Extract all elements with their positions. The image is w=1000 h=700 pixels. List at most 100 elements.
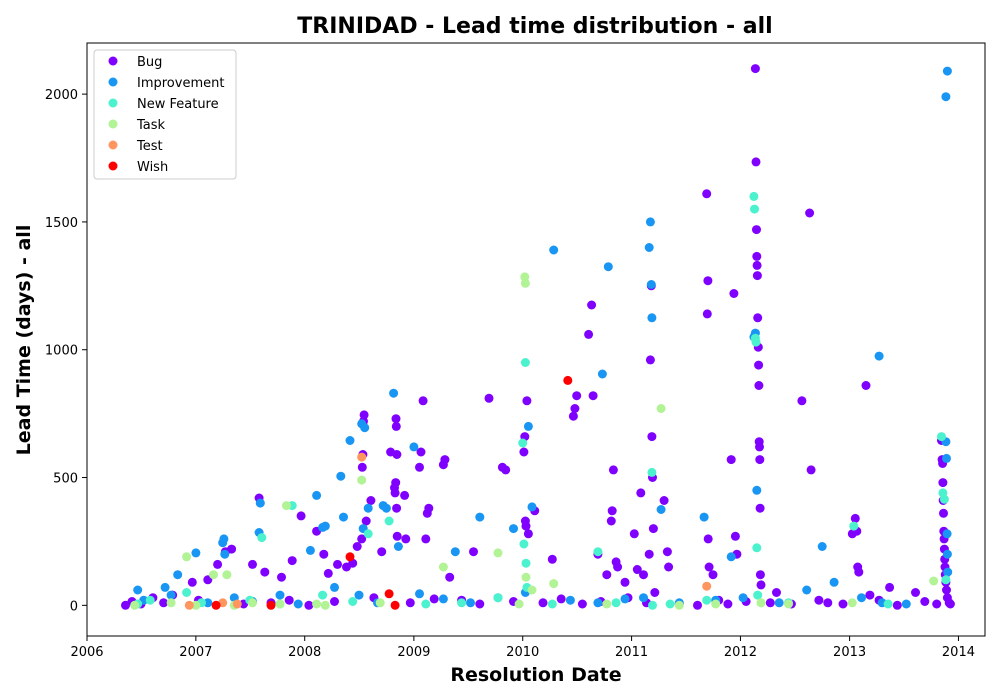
data-point (639, 570, 648, 580)
data-point (381, 503, 391, 513)
data-point (942, 549, 952, 559)
x-tick-label: 2014 (942, 645, 975, 660)
data-point (587, 300, 597, 310)
data-point (220, 549, 230, 559)
data-point (392, 450, 402, 459)
data-point (400, 490, 410, 500)
data-point (296, 511, 306, 521)
data-point (375, 598, 385, 608)
data-point (424, 503, 434, 513)
data-point (702, 595, 712, 605)
data-point (409, 442, 419, 452)
data-point (854, 567, 864, 577)
data-point (702, 189, 712, 199)
data-point (753, 590, 763, 600)
x-tick-label: 2008 (288, 645, 321, 660)
data-point (438, 594, 448, 604)
data-point (577, 599, 587, 609)
data-point (644, 243, 654, 252)
x-tick-label: 2010 (506, 645, 539, 660)
data-point (416, 447, 426, 457)
data-point (645, 217, 655, 227)
data-point (704, 562, 714, 572)
data-point (563, 375, 573, 385)
data-point (639, 593, 648, 603)
data-point (817, 542, 827, 551)
points-layer (121, 64, 955, 610)
data-point (756, 580, 766, 590)
data-point (339, 512, 348, 522)
data-point (160, 582, 170, 592)
data-point (333, 559, 342, 569)
data-point (440, 455, 450, 465)
data-point (942, 529, 952, 539)
data-point (647, 313, 657, 323)
x-axis-ticks: 2006 2007 2008 2009 2010 2011 2012 2013 2014 (70, 636, 975, 660)
data-point (755, 455, 765, 465)
data-point (765, 598, 775, 608)
data-point (219, 534, 229, 544)
data-point (699, 512, 709, 522)
data-point (572, 391, 582, 401)
data-point (121, 600, 130, 610)
data-point (603, 262, 613, 272)
legend-marker (108, 119, 118, 129)
data-point (354, 590, 364, 600)
data-point (320, 600, 330, 610)
data-point (357, 452, 367, 462)
data-point (751, 337, 761, 347)
data-point (755, 442, 764, 452)
data-point (568, 411, 578, 421)
data-point (755, 503, 765, 513)
data-point (738, 593, 748, 603)
data-point (929, 576, 939, 586)
data-point (323, 568, 333, 578)
data-point (753, 313, 763, 323)
data-point (711, 599, 721, 609)
data-point (348, 597, 358, 606)
data-point (438, 562, 448, 572)
data-point (213, 559, 223, 569)
data-point (656, 505, 666, 514)
data-point (647, 432, 657, 442)
data-point (366, 496, 376, 505)
data-point (756, 598, 766, 608)
data-point (549, 245, 559, 255)
data-point (391, 414, 401, 424)
data-point (754, 381, 764, 390)
data-point (797, 396, 807, 406)
data-point (749, 191, 759, 201)
data-point (493, 548, 503, 558)
data-point (187, 577, 197, 587)
data-point (861, 381, 871, 390)
legend-label: Test (136, 139, 163, 154)
data-point (450, 547, 460, 557)
data-point (227, 544, 237, 554)
data-point (693, 600, 702, 610)
data-point (645, 355, 655, 365)
data-point (384, 516, 394, 526)
data-point (405, 598, 415, 608)
data-point (805, 208, 815, 218)
data-point (287, 556, 297, 566)
data-point (702, 309, 712, 319)
data-point (260, 567, 270, 577)
data-point (166, 590, 176, 600)
data-point (751, 157, 761, 167)
data-point (501, 465, 511, 475)
series-improvement (133, 66, 953, 609)
series-bug (121, 64, 955, 610)
data-point (384, 589, 394, 599)
data-point (547, 599, 557, 609)
data-point (345, 436, 355, 445)
y-tick-label: 2000 (45, 88, 78, 103)
data-point (648, 600, 657, 610)
data-point (257, 533, 267, 543)
data-point (191, 600, 201, 610)
data-point (647, 467, 657, 477)
data-point (421, 599, 431, 609)
data-point (806, 465, 816, 475)
data-point (184, 600, 194, 610)
data-point (885, 582, 895, 592)
data-point (484, 393, 494, 403)
